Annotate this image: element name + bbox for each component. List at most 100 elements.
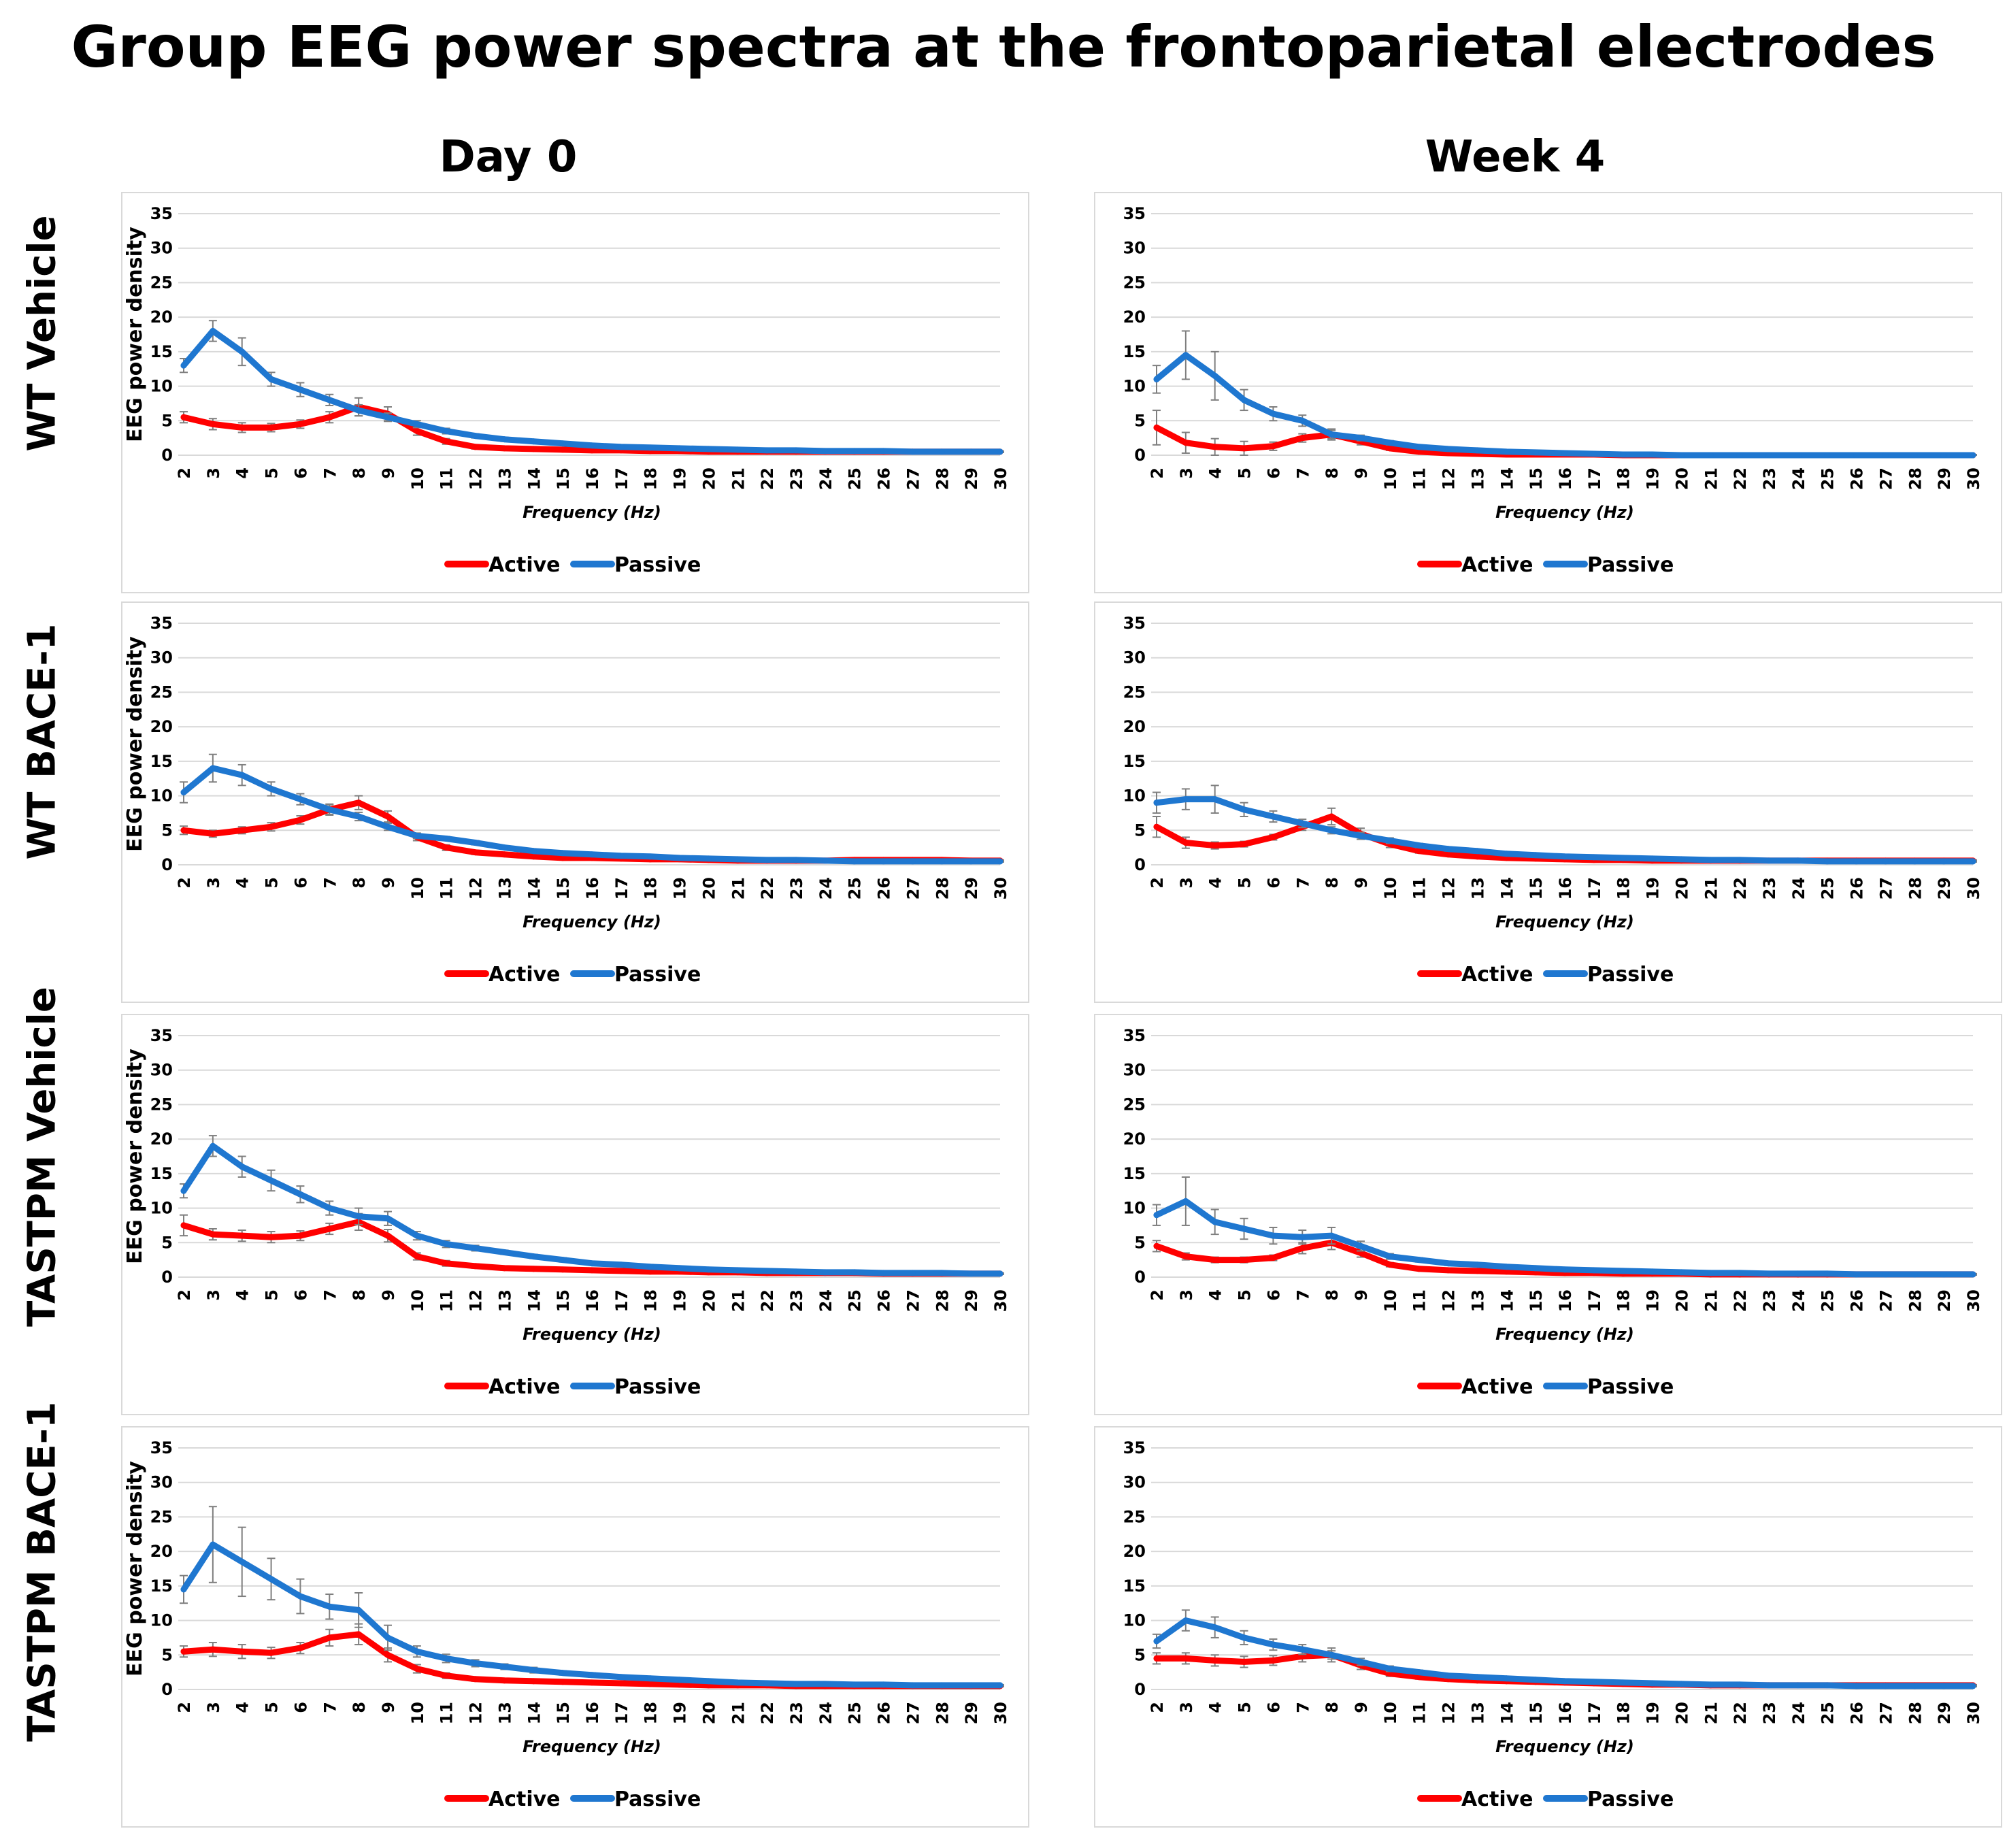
series-active xyxy=(180,1212,1004,1277)
data-point-passive xyxy=(1707,857,1714,863)
column-heading-week4: Week 4 xyxy=(1425,132,1606,182)
data-point-passive xyxy=(297,386,303,393)
data-point-passive xyxy=(1795,452,1802,459)
x-tick-label: 10 xyxy=(408,1702,427,1724)
x-tick-label: 10 xyxy=(1381,467,1400,490)
data-point-passive xyxy=(997,448,1004,455)
data-point-passive xyxy=(1561,1266,1568,1273)
x-tick-label: 7 xyxy=(320,1289,339,1301)
x-tick-label: 25 xyxy=(1819,467,1838,490)
data-point-passive xyxy=(414,832,420,839)
x-tick-label: 25 xyxy=(846,467,865,490)
y-axis-title: EEG power density xyxy=(123,1049,147,1264)
x-tick-label: 17 xyxy=(612,1289,631,1312)
y-tick-label: 20 xyxy=(150,308,173,327)
legend-label-active: Active xyxy=(488,1375,561,1399)
x-tick-label: 9 xyxy=(379,467,398,479)
x-tick-label: 21 xyxy=(1702,877,1721,900)
data-point-passive xyxy=(501,844,508,851)
x-tick-label: 20 xyxy=(1672,467,1691,490)
x-tick-label: 4 xyxy=(1206,877,1225,889)
legend-label-active: Active xyxy=(1461,1375,1533,1399)
data-point-passive xyxy=(618,444,625,450)
x-tick-label: 30 xyxy=(1964,877,1983,900)
data-point-passive xyxy=(705,1678,712,1685)
data-point-passive xyxy=(1299,417,1306,424)
x-tick-label: 26 xyxy=(1848,1702,1867,1724)
data-point-active xyxy=(1153,1655,1160,1662)
legend: Active Passive xyxy=(444,553,701,577)
data-point-passive xyxy=(997,858,1004,865)
x-tick-label: 14 xyxy=(1497,1289,1516,1312)
data-point-active xyxy=(1503,1268,1510,1275)
data-point-active xyxy=(297,420,303,427)
data-point-passive xyxy=(1911,1683,1918,1689)
data-point-passive xyxy=(734,856,741,863)
data-point-passive xyxy=(1795,1682,1802,1689)
x-tick-label: 20 xyxy=(699,1702,718,1724)
data-point-passive xyxy=(1824,1682,1831,1689)
data-point-passive xyxy=(647,1675,654,1682)
data-point-passive xyxy=(1241,806,1248,813)
y-tick-label: 25 xyxy=(1123,682,1146,702)
x-tick-label: 6 xyxy=(1264,1702,1283,1713)
data-point-passive xyxy=(1328,827,1335,834)
data-point-active xyxy=(1212,444,1218,450)
x-tick-label: 19 xyxy=(671,877,690,900)
x-tick-label: 22 xyxy=(758,467,777,490)
x-tick-label: 3 xyxy=(1177,877,1196,889)
x-tick-label: 2 xyxy=(1148,877,1167,889)
x-tick-label: 11 xyxy=(1410,877,1429,900)
data-point-active xyxy=(180,414,187,420)
figure-title: Group EEG power spectra at the frontopar… xyxy=(71,14,1936,80)
y-tick-label: 30 xyxy=(150,1473,173,1492)
data-point-passive xyxy=(1387,838,1393,844)
x-tick-label: 16 xyxy=(583,1702,602,1724)
x-tick-label: 16 xyxy=(583,877,602,900)
data-point-active xyxy=(501,1677,508,1684)
data-point-passive xyxy=(355,813,362,820)
data-point-passive xyxy=(997,1682,1004,1689)
data-point-active xyxy=(501,851,508,858)
x-tick-label: 29 xyxy=(1935,877,1954,900)
x-tick-label: 19 xyxy=(1644,1702,1663,1724)
data-point-active xyxy=(180,1648,187,1655)
data-point-passive xyxy=(1824,858,1831,865)
y-tick-label: 35 xyxy=(150,1438,173,1457)
x-tick-label: 11 xyxy=(437,1702,457,1724)
x-tick-label: 12 xyxy=(1440,1702,1459,1724)
x-tick-label: 15 xyxy=(1527,877,1546,900)
data-point-passive xyxy=(1212,796,1218,803)
data-point-passive xyxy=(1182,352,1189,359)
y-tick-label: 0 xyxy=(161,1268,173,1287)
x-tick-label: 8 xyxy=(1323,1702,1342,1713)
y-tick-label: 30 xyxy=(1123,648,1146,667)
data-point-passive xyxy=(1853,1271,1860,1278)
legend-label-passive: Passive xyxy=(614,963,701,987)
data-point-active xyxy=(1270,443,1276,450)
x-tick-label: 2 xyxy=(175,1702,194,1713)
x-tick-label: 27 xyxy=(1876,877,1895,900)
data-point-passive xyxy=(647,444,654,451)
x-tick-label: 25 xyxy=(846,877,865,900)
chart-panel-wt-vehicle-day-0: 0 5 10 15 20 25 30 35 2 3 4 5 6 7 8 9 10 11 12 13 14 15 16 17 18… xyxy=(121,192,1029,593)
y-tick-label: 0 xyxy=(1134,446,1146,465)
x-tick-label: 5 xyxy=(263,1702,282,1713)
y-tick-label: 10 xyxy=(150,377,173,396)
x-tick-label: 21 xyxy=(729,877,748,900)
x-tick-label: 16 xyxy=(1556,1702,1575,1724)
chart-panel-wt-bace-1-week-4: 0 5 10 15 20 25 30 35 2 3 4 5 6 7 8 9 10 11 12 13 14 15 16 17 18… xyxy=(1094,601,2002,1003)
x-tick-label: 7 xyxy=(320,467,339,479)
data-point-active xyxy=(1416,848,1423,855)
x-tick-label: 25 xyxy=(846,1289,865,1312)
x-tick-label: 5 xyxy=(263,1289,282,1301)
data-point-passive xyxy=(851,448,858,455)
data-point-passive xyxy=(1911,452,1918,459)
y-tick-label: 35 xyxy=(1123,614,1146,633)
data-point-active xyxy=(268,1234,275,1240)
data-point-passive xyxy=(297,1593,303,1600)
x-tick-label: 11 xyxy=(437,1289,457,1312)
y-tick-label: 0 xyxy=(161,855,173,874)
